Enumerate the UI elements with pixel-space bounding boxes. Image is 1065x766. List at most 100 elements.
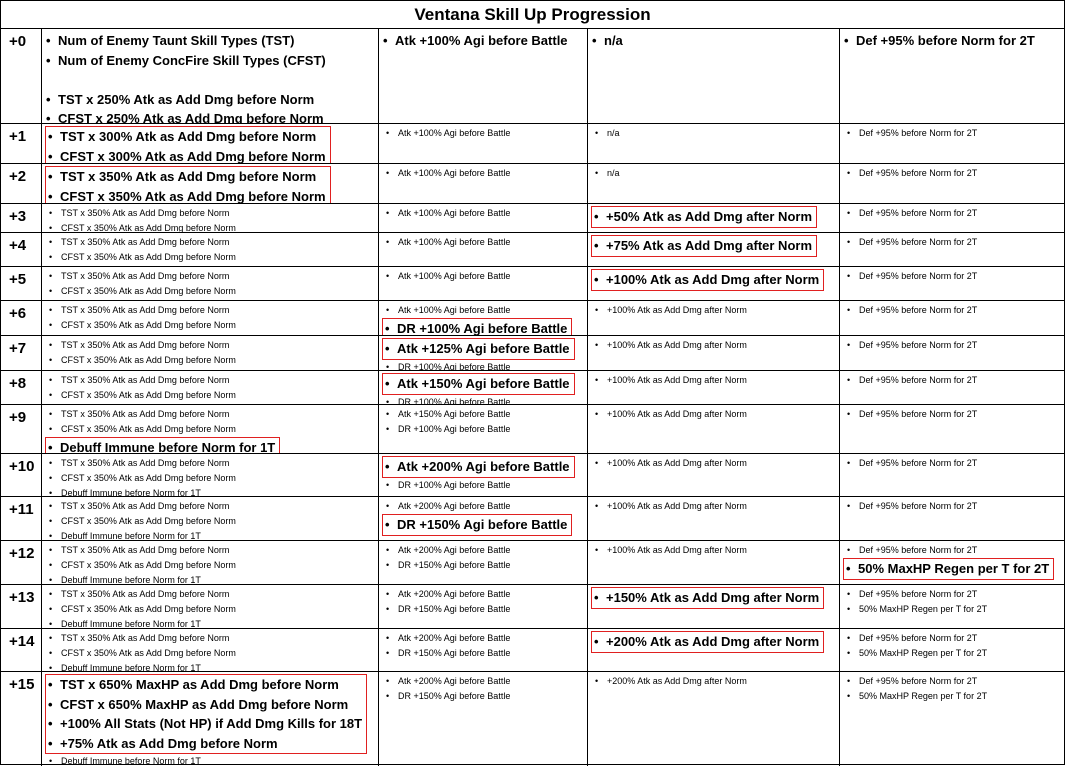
effect-3-cell: +100% Atk as Add Dmg after Norm bbox=[588, 541, 840, 584]
bullet-item: Debuff Immune before Norm for 1T bbox=[46, 754, 375, 766]
bullet-item: Atk +150% Agi before Battle bbox=[383, 407, 584, 422]
bullet-item: Def +95% before Norm for 2T bbox=[844, 543, 1061, 558]
table-row: +0Num of Enemy Taunt Skill Types (TST)Nu… bbox=[1, 29, 1064, 124]
highlight-box: TST x 300% Atk as Add Dmg before NormCFS… bbox=[45, 126, 331, 163]
bullet-item: Atk +100% Agi before Battle bbox=[383, 303, 584, 318]
effect-4-cell: Def +95% before Norm for 2T bbox=[840, 336, 1064, 370]
level-cell: +7 bbox=[1, 336, 42, 370]
level-cell: +8 bbox=[1, 371, 42, 404]
table-row: +11TST x 350% Atk as Add Dmg before Norm… bbox=[1, 497, 1064, 541]
bullet-item: +200% Atk as Add Dmg after Norm bbox=[592, 674, 836, 689]
effect-4-cell: Def +95% before Norm for 2T50% MaxHP Reg… bbox=[840, 672, 1064, 766]
table-row: +14TST x 350% Atk as Add Dmg before Norm… bbox=[1, 629, 1064, 672]
bullet-item: Def +95% before Norm for 2T bbox=[844, 166, 1061, 181]
bullet-item: DR +150% Agi before Battle bbox=[383, 602, 584, 617]
effect-2-cell: Atk +200% Agi before BattleDR +150% Agi … bbox=[379, 672, 588, 766]
bullet-item: CFST x 350% Atk as Add Dmg before Norm bbox=[46, 318, 375, 333]
effect-4-cell: Def +95% before Norm for 2T bbox=[840, 301, 1064, 335]
bullet-item: +50% Atk as Add Dmg after Norm bbox=[594, 207, 812, 227]
bullet-item: DR +100% Agi before Battle bbox=[383, 478, 584, 493]
bullet-item: TST x 350% Atk as Add Dmg before Norm bbox=[46, 235, 375, 250]
highlight-box: DR +100% Agi before Battle bbox=[382, 318, 573, 335]
bullet-item: +100% Atk as Add Dmg after Norm bbox=[592, 407, 836, 422]
effect-1-cell: TST x 350% Atk as Add Dmg before NormCFS… bbox=[42, 497, 379, 540]
bullet-item: DR +100% Agi before Battle bbox=[383, 360, 584, 371]
bullet-item: Debuff Immune before Norm for 1T bbox=[46, 661, 375, 671]
effect-2-cell: Atk +100% Agi before Battle bbox=[379, 124, 588, 163]
effect-1-cell: TST x 350% Atk as Add Dmg before NormCFS… bbox=[42, 405, 379, 453]
effect-4-cell: Def +95% before Norm for 2T bbox=[840, 233, 1064, 266]
effect-1-cell: TST x 350% Atk as Add Dmg before NormCFS… bbox=[42, 336, 379, 370]
bullet-item: 50% MaxHP Regen per T for 2T bbox=[844, 689, 1061, 704]
effect-2-cell: Atk +100% Agi before Battle bbox=[379, 204, 588, 232]
bullet-item: CFST x 350% Atk as Add Dmg before Norm bbox=[46, 250, 375, 265]
effect-1-cell: TST x 650% MaxHP as Add Dmg before NormC… bbox=[42, 672, 379, 766]
bullet-item: 50% MaxHP Regen per T for 2T bbox=[844, 602, 1061, 617]
effect-3-cell: +200% Atk as Add Dmg after Norm bbox=[588, 672, 840, 766]
effect-2-cell: Atk +125% Agi before BattleDR +100% Agi … bbox=[379, 336, 588, 370]
bullet-item: Def +95% before Norm for 2T bbox=[844, 206, 1061, 221]
effect-2-cell: Atk +200% Agi before BattleDR +100% Agi … bbox=[379, 454, 588, 496]
level-cell: +14 bbox=[1, 629, 42, 671]
effect-3-cell: n/a bbox=[588, 29, 840, 123]
bullet-item: Atk +100% Agi before Battle bbox=[383, 31, 584, 51]
effect-1-cell: TST x 350% Atk as Add Dmg before NormCFS… bbox=[42, 454, 379, 496]
effect-3-cell: +75% Atk as Add Dmg after Norm bbox=[588, 233, 840, 266]
bullet-item: DR +100% Agi before Battle bbox=[383, 395, 584, 405]
effect-4-cell: Def +95% before Norm for 2T bbox=[840, 29, 1064, 123]
effect-2-cell: Atk +200% Agi before BattleDR +150% Agi … bbox=[379, 629, 588, 671]
bullet-item: CFST x 350% Atk as Add Dmg before Norm bbox=[46, 514, 375, 529]
highlight-box: Atk +125% Agi before Battle bbox=[382, 338, 575, 360]
effect-1-cell: TST x 350% Atk as Add Dmg before NormCFS… bbox=[42, 585, 379, 628]
table-row: +6TST x 350% Atk as Add Dmg before NormC… bbox=[1, 301, 1064, 336]
bullet-item: Atk +200% Agi before Battle bbox=[383, 587, 584, 602]
effect-2-cell: Atk +150% Agi before BattleDR +100% Agi … bbox=[379, 371, 588, 404]
effect-3-cell: +100% Atk as Add Dmg after Norm bbox=[588, 405, 840, 453]
bullet-item: DR +150% Agi before Battle bbox=[383, 558, 584, 573]
effect-2-cell: Atk +100% Agi before Battle bbox=[379, 267, 588, 300]
effect-4-cell: Def +95% before Norm for 2T bbox=[840, 405, 1064, 453]
bullet-item: Atk +100% Agi before Battle bbox=[383, 126, 584, 141]
effect-1-cell: TST x 350% Atk as Add Dmg before NormCFS… bbox=[42, 629, 379, 671]
effect-4-cell: Def +95% before Norm for 2T50% MaxHP Reg… bbox=[840, 541, 1064, 584]
highlight-box: +150% Atk as Add Dmg after Norm bbox=[591, 587, 825, 609]
effect-1-cell: TST x 350% Atk as Add Dmg before NormCFS… bbox=[42, 164, 379, 203]
bullet-item: Atk +100% Agi before Battle bbox=[383, 235, 584, 250]
bullet-item: Atk +200% Agi before Battle bbox=[383, 631, 584, 646]
effect-4-cell: Def +95% before Norm for 2T bbox=[840, 124, 1064, 163]
bullet-item: TST x 350% Atk as Add Dmg before Norm bbox=[48, 167, 326, 187]
effect-2-cell: Atk +100% Agi before Battle bbox=[379, 233, 588, 266]
bullet-item: CFST x 350% Atk as Add Dmg before Norm bbox=[46, 602, 375, 617]
bullet-item: TST x 650% MaxHP as Add Dmg before Norm bbox=[48, 675, 362, 695]
spacer bbox=[46, 70, 375, 90]
table-row: +3TST x 350% Atk as Add Dmg before NormC… bbox=[1, 204, 1064, 233]
bullet-item: Atk +200% Agi before Battle bbox=[383, 499, 584, 514]
effect-2-cell: Atk +200% Agi before BattleDR +150% Agi … bbox=[379, 585, 588, 628]
bullet-item: 50% MaxHP Regen per T for 2T bbox=[844, 646, 1061, 661]
bullet-item: Def +95% before Norm for 2T bbox=[844, 338, 1061, 353]
level-cell: +4 bbox=[1, 233, 42, 266]
table-title: Ventana Skill Up Progression bbox=[1, 1, 1064, 29]
bullet-item: CFST x 650% MaxHP as Add Dmg before Norm bbox=[48, 695, 362, 715]
effect-3-cell: +100% Atk as Add Dmg after Norm bbox=[588, 336, 840, 370]
bullet-item: CFST x 350% Atk as Add Dmg before Norm bbox=[46, 353, 375, 368]
bullet-item: CFST x 350% Atk as Add Dmg before Norm bbox=[46, 422, 375, 437]
bullet-item: TST x 350% Atk as Add Dmg before Norm bbox=[46, 587, 375, 602]
bullet-item: CFST x 300% Atk as Add Dmg before Norm bbox=[48, 147, 326, 164]
bullet-item: Num of Enemy Taunt Skill Types (TST) bbox=[46, 31, 375, 51]
bullet-item: TST x 350% Atk as Add Dmg before Norm bbox=[46, 456, 375, 471]
bullet-item: CFST x 350% Atk as Add Dmg before Norm bbox=[46, 646, 375, 661]
table-row: +7TST x 350% Atk as Add Dmg before NormC… bbox=[1, 336, 1064, 371]
highlight-box: TST x 650% MaxHP as Add Dmg before NormC… bbox=[45, 674, 368, 754]
bullet-item: n/a bbox=[592, 126, 836, 141]
effect-1-cell: TST x 350% Atk as Add Dmg before NormCFS… bbox=[42, 267, 379, 300]
bullet-item: +200% Atk as Add Dmg after Norm bbox=[594, 632, 819, 652]
effect-3-cell: +50% Atk as Add Dmg after Norm bbox=[588, 204, 840, 232]
bullet-item: Def +95% before Norm for 2T bbox=[844, 235, 1061, 250]
bullet-item: Debuff Immune before Norm for 1T bbox=[48, 438, 275, 453]
level-cell: +5 bbox=[1, 267, 42, 300]
highlight-box: Atk +150% Agi before Battle bbox=[382, 373, 575, 395]
effect-3-cell: n/a bbox=[588, 164, 840, 203]
effect-1-cell: TST x 350% Atk as Add Dmg before NormCFS… bbox=[42, 541, 379, 584]
bullet-item: CFST x 350% Atk as Add Dmg before Norm bbox=[46, 221, 375, 232]
